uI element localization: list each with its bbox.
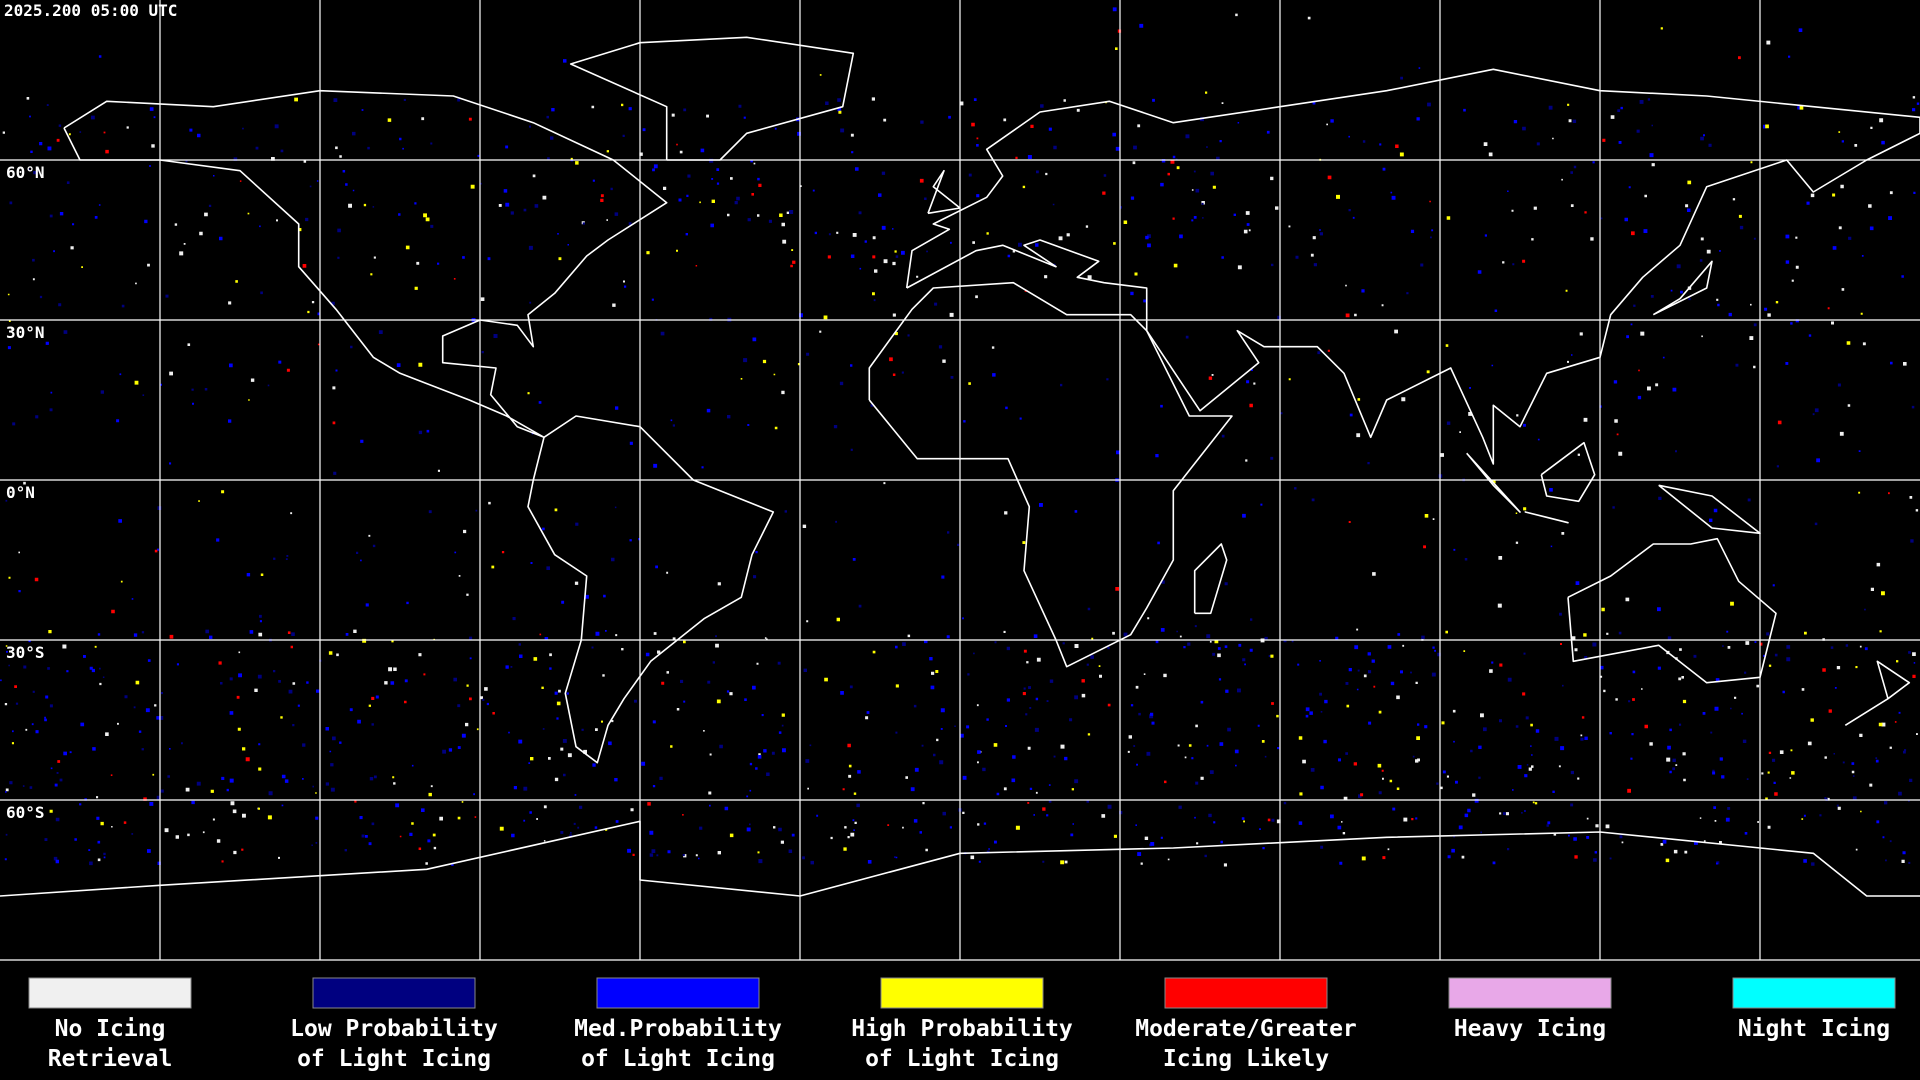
- latitude-label: 60°S: [6, 803, 45, 822]
- legend-label: Icing Likely: [1163, 1046, 1329, 1072]
- legend-label: No Icing: [55, 1016, 166, 1042]
- legend-label: of Light Icing: [865, 1046, 1059, 1072]
- coastline: [1567, 537, 1777, 684]
- coastline: [527, 415, 775, 764]
- legend-label: Moderate/Greater: [1135, 1016, 1357, 1042]
- legend-swatch: [28, 977, 192, 1009]
- legend-swatch: [1732, 977, 1896, 1009]
- legend-label: High Probability: [851, 1016, 1073, 1042]
- timestamp: 2025.200 05:00 UTC: [4, 1, 177, 20]
- legend-label: of Light Icing: [297, 1046, 491, 1072]
- lat-lon-grid: [0, 0, 1920, 961]
- coastline: [1193, 543, 1228, 615]
- legend-label: Low Probability: [290, 1016, 498, 1042]
- legend-swatch: [880, 977, 1044, 1009]
- coastline: [1652, 260, 1713, 316]
- coastline: [1466, 452, 1521, 513]
- legend-label: Night Icing: [1738, 1016, 1890, 1042]
- coastline: [1540, 441, 1596, 503]
- legend-label: Retrieval: [48, 1046, 173, 1072]
- coastline: [63, 89, 668, 439]
- legend-label: Heavy Icing: [1454, 1016, 1606, 1042]
- latitude-label: 0°N: [6, 483, 35, 502]
- coastline: [1524, 511, 1569, 524]
- latitude-label: 30°S: [6, 643, 45, 662]
- legend-swatch: [1448, 977, 1612, 1009]
- latitude-label: 60°N: [6, 163, 45, 182]
- latitude-label: 30°N: [6, 323, 45, 342]
- coastline: [1844, 660, 1911, 726]
- latitude-labels: 60°N 30°N 0°N 30°S 60°S: [6, 163, 45, 822]
- legend-label: Med.Probability: [574, 1016, 782, 1042]
- legend-swatch: [1164, 977, 1328, 1009]
- coastline: [927, 169, 961, 215]
- legend: No Icing Retrieval Low Probability of Light…: [28, 977, 1896, 1072]
- legend-swatch: [312, 977, 476, 1009]
- legend-label: of Light Icing: [581, 1046, 775, 1072]
- legend-swatch: [596, 977, 760, 1009]
